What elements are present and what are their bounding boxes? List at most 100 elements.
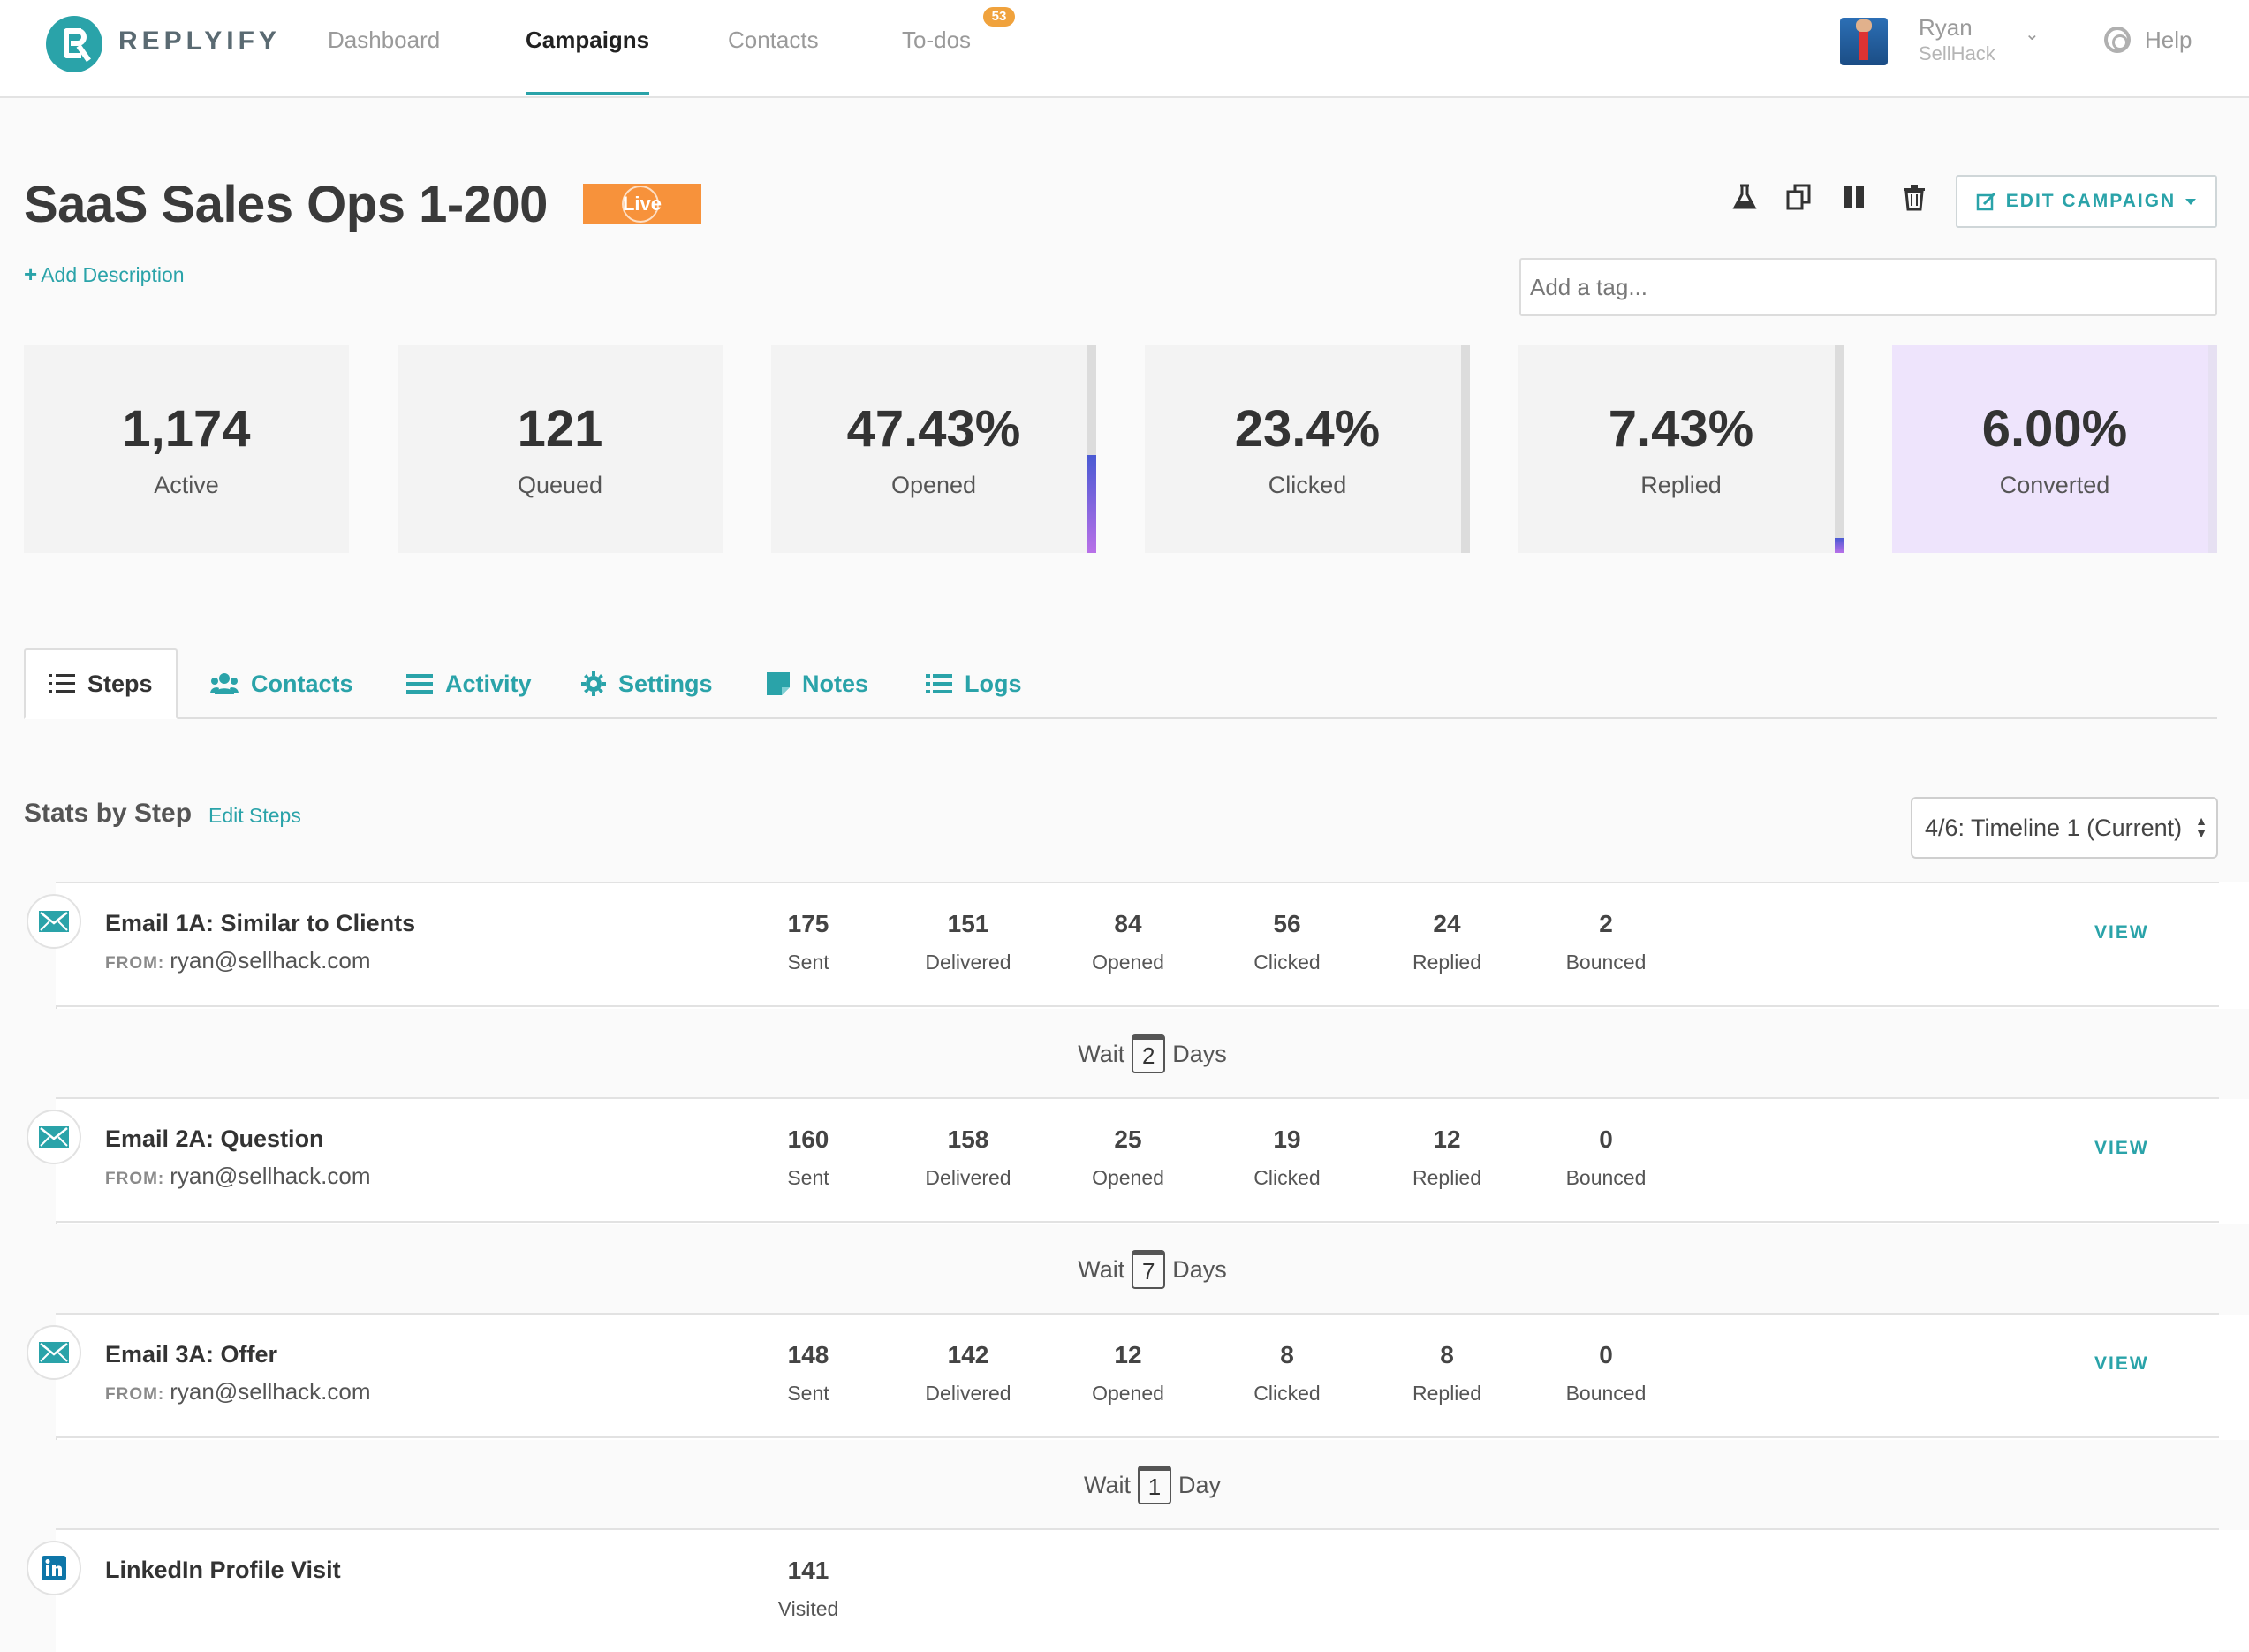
brand-name[interactable]: REPLYIFY [118,27,281,56]
tab-settings[interactable]: Settings [581,648,713,719]
step-title[interactable]: Email 2A: Question [105,1125,324,1152]
metric-value: 84 [1114,910,1142,937]
edit-campaign-label: EDIT CAMPAIGN [2005,191,2177,211]
wait-label: Wait [1078,1255,1125,1283]
from-label: FROM: [105,1170,165,1188]
stat-label: Replied [1640,472,1722,498]
timeline-select-value: 4/6: Timeline 1 (Current) [1925,814,2183,841]
todo-count-badge: 53 [983,7,1015,27]
from-email: ryan@sellhack.com [170,1163,371,1189]
from-email: ryan@sellhack.com [170,1378,371,1405]
user-name[interactable]: Ryan [1919,14,1973,41]
stat-value: 1,174 [122,400,251,458]
view-step-link[interactable]: VIEW [2094,922,2149,943]
tab-contacts[interactable]: Contacts [210,648,353,719]
metric-clicked: 8 Clicked [1216,1341,1358,1406]
step-title[interactable]: Email 1A: Similar to Clients [105,910,416,936]
linkedin-icon [27,1541,81,1595]
metric-value: 12 [1114,1341,1142,1368]
metric-label: Opened [1092,951,1164,974]
nav-campaigns[interactable]: Campaigns [526,27,650,53]
edit-icon [1976,192,1995,211]
step-from: FROM: ryan@sellhack.com [105,1163,371,1190]
help-link[interactable]: Help [2145,27,2192,53]
stat-progress-bar [1461,345,1470,553]
metric-bounced: 0 Bounced [1535,1125,1677,1190]
metric-value: 2 [1599,910,1613,937]
metric-clicked: 56 Clicked [1216,910,1358,974]
stat-label: Queued [517,472,603,498]
caret-down-icon [2185,199,2197,205]
users-icon [210,673,239,694]
metric-value: 158 [947,1125,989,1153]
trash-icon[interactable] [1899,182,1929,212]
add-description-link[interactable]: + Add Description [24,261,185,287]
tab-label: Activity [445,670,532,697]
view-step-link[interactable]: VIEW [2094,1138,2149,1158]
metric-label: Delivered [925,1382,1011,1405]
metric-opened: 25 Opened [1057,1125,1199,1190]
activity-icon [406,674,433,694]
metric-label: Clicked [1253,951,1321,974]
metric-value: 24 [1433,910,1461,937]
edit-campaign-button[interactable]: EDIT CAMPAIGN [1956,175,2217,228]
copy-icon[interactable] [1784,182,1814,212]
metric-label: Replied [1412,1382,1481,1405]
user-organization[interactable]: SellHack [1919,42,1995,64]
metric-replied: 8 Replied [1376,1341,1518,1406]
tab-label: Settings [618,670,713,697]
timeline-select[interactable]: 4/6: Timeline 1 (Current) ▲ ▼ [1911,797,2218,859]
metric-label: Visited [777,1597,839,1620]
metric-label: Bounced [1565,951,1647,974]
wait-label: Wait [1083,1471,1131,1498]
nav-contacts[interactable]: Contacts [728,27,819,53]
tab-activity[interactable]: Activity [406,648,532,719]
lifebuoy-icon[interactable] [2104,27,2131,53]
step-from: FROM: ryan@sellhack.com [105,947,371,974]
tab-logs[interactable]: Logs [926,648,1022,719]
tab-label: Contacts [251,670,353,697]
wait-unit: Days [1172,1040,1227,1067]
wait-label: Wait [1078,1040,1125,1067]
status-badge: Live [583,184,701,224]
metric-label: Sent [787,1382,829,1405]
stat-progress-bar [1087,345,1096,553]
gear-icon [581,671,606,696]
stat-card-converted: 6.00% Converted [1892,345,2217,553]
metric-value: 19 [1273,1125,1301,1153]
wait-row: Wait 2 Days [56,1009,2249,1099]
metric-value: 56 [1273,910,1301,937]
tab-notes[interactable]: Notes [767,648,868,719]
add-description-label: Add Description [41,263,185,286]
stat-card-opened: 47.43% Opened [771,345,1096,553]
metric-label: Bounced [1565,1382,1647,1405]
metric-delivered: 142 Delivered [897,1341,1039,1406]
tag-input[interactable] [1519,258,2217,316]
stat-value: 121 [517,400,603,458]
tab-steps[interactable]: Steps [24,648,178,719]
metric-label: Delivered [925,1166,1011,1189]
metric-clicked: 19 Clicked [1216,1125,1358,1190]
wait-row: Wait 7 Days [56,1224,2249,1315]
stat-value: 7.43% [1608,400,1754,458]
stat-progress-fill [1087,455,1096,553]
nav-dashboard[interactable]: Dashboard [328,27,441,53]
step-row-email-3a: Email 3A: Offer FROM: ryan@sellhack.com 1… [56,1313,2219,1438]
edit-steps-link[interactable]: Edit Steps [208,804,301,827]
metric-replied: 24 Replied [1376,910,1518,974]
flask-icon[interactable] [1730,182,1760,212]
chevron-down-icon[interactable]: ⌄ [2025,25,2040,44]
view-step-link[interactable]: VIEW [2094,1353,2149,1374]
wait-days-count: 2 [1132,1034,1166,1073]
replyify-logo-icon[interactable] [46,16,102,72]
metric-value: 12 [1433,1125,1461,1153]
nav-todos[interactable]: To-dos [902,27,972,53]
metric-label: Replied [1412,951,1481,974]
step-title[interactable]: Email 3A: Offer [105,1341,278,1368]
metric-label: Bounced [1565,1166,1647,1189]
step-title[interactable]: LinkedIn Profile Visit [105,1557,341,1583]
pause-icon[interactable] [1839,182,1869,212]
metric-label: Replied [1412,1166,1481,1189]
avatar[interactable] [1840,18,1888,65]
metric-value: 175 [787,910,829,937]
